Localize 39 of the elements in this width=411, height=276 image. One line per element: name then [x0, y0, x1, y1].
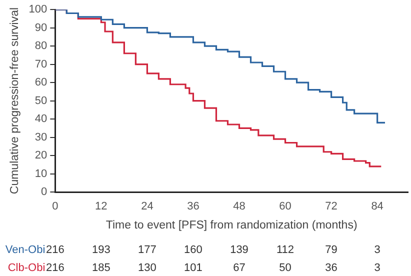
text: 101 [184, 262, 202, 274]
y-tick-label: 60 [34, 76, 48, 89]
text: 130 [138, 262, 156, 274]
text: 67 [233, 262, 246, 274]
y-tick-label: 10 [34, 168, 48, 180]
text: 50 [279, 262, 292, 274]
text: 177 [138, 244, 156, 256]
x-tick-label: 12 [95, 200, 108, 213]
y-axis-title: Cumulative progression-free survival [9, 7, 22, 194]
text: 185 [92, 262, 110, 274]
x-tick-label: 72 [325, 200, 338, 213]
text: 139 [230, 244, 248, 256]
x-tick-label: 48 [233, 200, 246, 213]
y-tick-label: 70 [34, 58, 48, 70]
x-tick-label: 84 [371, 200, 384, 213]
text: 112 [276, 244, 294, 256]
y-tick-label: 50 [34, 94, 48, 107]
x-tick-label: 24 [141, 200, 154, 213]
y-tick-label: 20 [34, 150, 48, 162]
text: 36 [325, 262, 338, 274]
text: 79 [325, 244, 338, 256]
y-tick-label: 100 [28, 4, 48, 16]
y-tick-label: 30 [34, 131, 48, 144]
text: 160 [184, 244, 202, 256]
y-tick-label: 40 [34, 113, 48, 126]
text: 216 [46, 244, 64, 256]
y-tick-label: 0 [41, 186, 48, 198]
text: 193 [92, 244, 110, 256]
text: 3 [374, 262, 380, 274]
x-tick-label: 60 [279, 200, 292, 213]
x-tick-label: 0 [52, 200, 58, 213]
x-tick-label: 36 [187, 200, 200, 213]
x-axis-title: Time to event [PFS] from randomization (months) [106, 219, 358, 232]
text: Ven-Obi [5, 244, 46, 256]
text: Clb-Obi [8, 262, 46, 274]
text: 216 [46, 262, 64, 274]
y-tick-label: 80 [34, 40, 48, 52]
text: 3 [374, 244, 380, 256]
y-tick-label: 90 [34, 22, 48, 34]
